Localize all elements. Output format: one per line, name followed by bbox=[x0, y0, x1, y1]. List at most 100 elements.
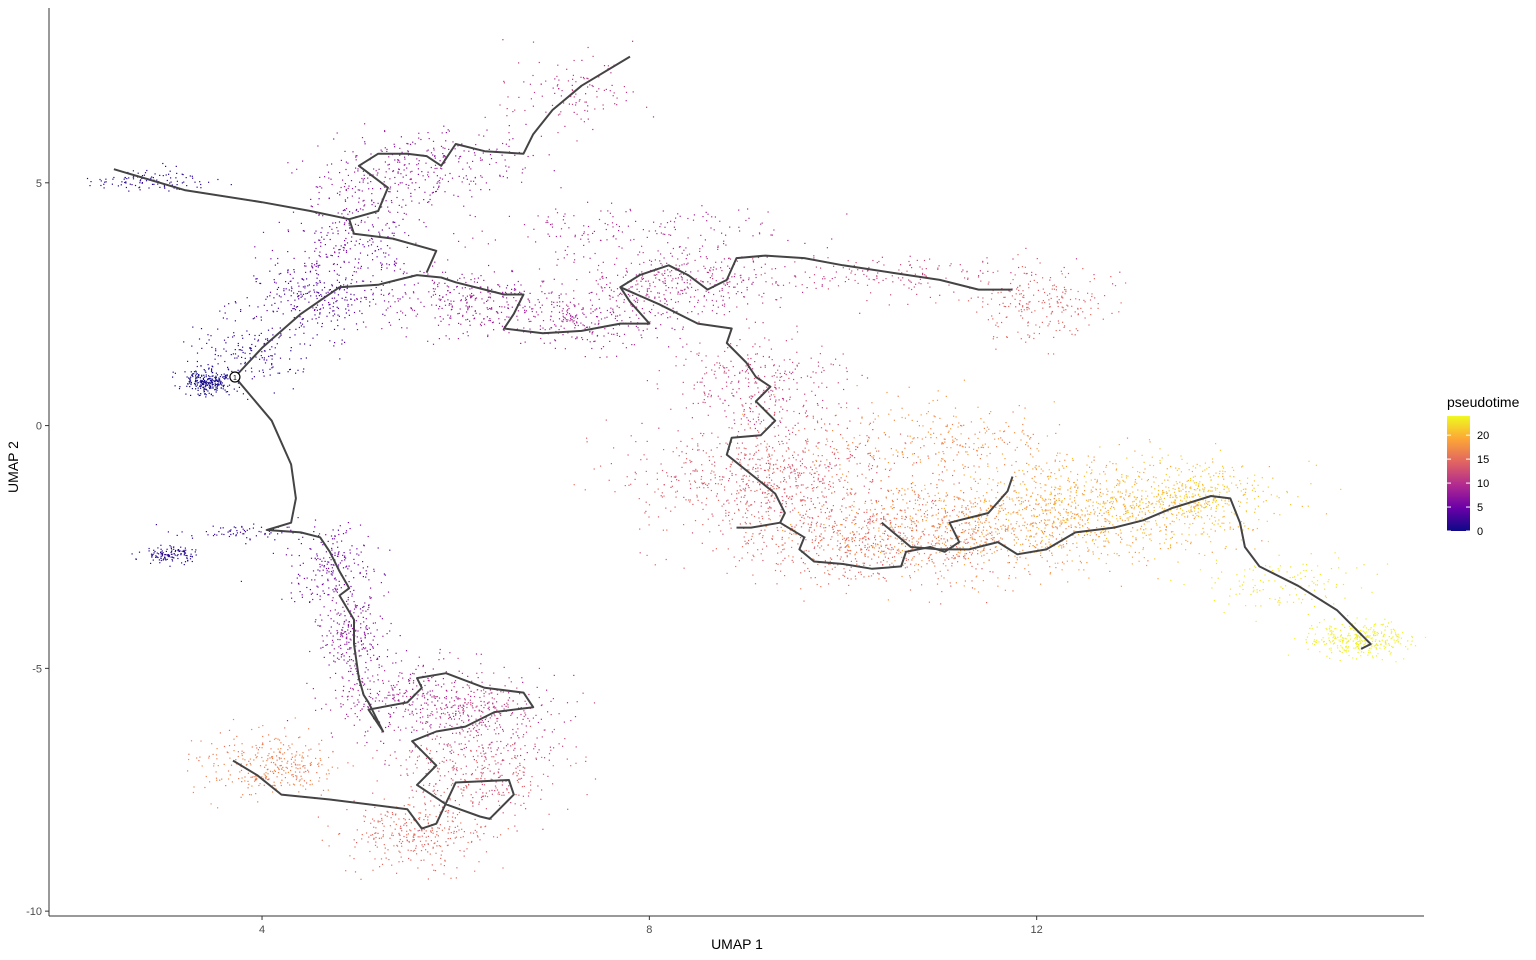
cell-point bbox=[474, 317, 476, 319]
cell-point bbox=[817, 422, 819, 424]
cell-point bbox=[261, 357, 263, 359]
cell-point bbox=[574, 236, 576, 238]
cell-point bbox=[579, 99, 581, 101]
cell-point bbox=[717, 395, 719, 397]
cell-point bbox=[371, 224, 374, 226]
cell-point bbox=[343, 328, 345, 330]
cell-point bbox=[645, 501, 647, 503]
cell-point bbox=[748, 382, 750, 384]
cell-point bbox=[780, 421, 782, 423]
cell-point bbox=[583, 244, 585, 246]
cell-point bbox=[448, 303, 451, 305]
cell-point bbox=[596, 96, 598, 98]
cell-point bbox=[621, 320, 623, 322]
cell-point bbox=[200, 183, 202, 186]
cell-point bbox=[238, 386, 240, 388]
cell-point bbox=[499, 104, 501, 106]
cell-point bbox=[316, 297, 318, 300]
cell-point bbox=[639, 528, 641, 530]
cell-point bbox=[645, 470, 647, 472]
cell-point bbox=[980, 540, 982, 542]
cell-point bbox=[643, 300, 645, 302]
cell-point bbox=[868, 492, 870, 494]
cell-point bbox=[910, 523, 913, 525]
cell-point bbox=[388, 191, 390, 193]
cell-point bbox=[310, 198, 312, 200]
cell-point bbox=[758, 294, 760, 296]
cell-point bbox=[606, 356, 608, 358]
cell-point bbox=[906, 537, 908, 539]
cell-point bbox=[594, 323, 596, 325]
cell-point bbox=[660, 314, 662, 316]
cell-point bbox=[656, 337, 658, 339]
cell-point bbox=[410, 307, 412, 309]
cell-point bbox=[683, 567, 685, 569]
cell-point bbox=[367, 177, 369, 179]
cell-point bbox=[473, 281, 476, 283]
cell-point bbox=[873, 459, 875, 461]
cell-point bbox=[199, 385, 201, 387]
cell-point bbox=[339, 194, 341, 196]
cell-point bbox=[621, 293, 623, 295]
cell-point bbox=[571, 336, 573, 338]
cell-point bbox=[338, 315, 340, 317]
cell-point bbox=[736, 481, 738, 483]
cell-point bbox=[589, 84, 591, 86]
cell-point bbox=[795, 285, 797, 287]
cell-point bbox=[360, 265, 362, 267]
cell-point bbox=[714, 461, 716, 463]
cell-point bbox=[388, 292, 391, 294]
cell-point bbox=[572, 78, 574, 80]
cell-point bbox=[563, 215, 565, 217]
cell-point bbox=[908, 260, 910, 263]
cell-point bbox=[783, 477, 785, 479]
cell-point bbox=[558, 79, 560, 81]
cell-point bbox=[766, 496, 768, 498]
cell-point bbox=[742, 481, 744, 483]
cell-point bbox=[489, 297, 491, 299]
cell-point bbox=[364, 204, 366, 206]
cell-point bbox=[254, 334, 256, 337]
cell-point bbox=[1116, 553, 1118, 555]
cell-point bbox=[922, 272, 924, 274]
cell-point bbox=[724, 410, 726, 412]
cell-point bbox=[123, 178, 125, 180]
cell-point bbox=[562, 315, 564, 317]
cell-point bbox=[1110, 276, 1112, 278]
cell-point bbox=[1037, 548, 1039, 550]
cell-point bbox=[625, 211, 627, 213]
cell-point bbox=[618, 225, 620, 228]
cell-point bbox=[711, 432, 713, 434]
cell-point bbox=[963, 531, 965, 533]
cell-point bbox=[439, 182, 441, 184]
cell-point bbox=[143, 174, 145, 176]
cell-point bbox=[709, 277, 711, 279]
cell-point bbox=[654, 274, 656, 276]
cell-point bbox=[681, 279, 683, 281]
cell-point bbox=[250, 347, 252, 349]
cell-point bbox=[992, 537, 994, 539]
cell-point bbox=[384, 161, 386, 163]
cell-point bbox=[717, 355, 719, 357]
cell-point bbox=[573, 253, 575, 255]
cell-point bbox=[607, 210, 609, 212]
cell-point bbox=[646, 554, 648, 556]
cell-point bbox=[1082, 268, 1084, 270]
cell-point bbox=[351, 188, 354, 190]
cell-point bbox=[848, 550, 850, 552]
cell-point bbox=[428, 176, 430, 178]
cell-point bbox=[654, 564, 656, 566]
cell-point bbox=[330, 320, 332, 322]
cell-point bbox=[305, 271, 307, 273]
cell-point bbox=[168, 190, 170, 192]
cell-point bbox=[702, 508, 704, 510]
cell-point bbox=[402, 273, 404, 275]
cell-point bbox=[834, 457, 837, 459]
cell-point bbox=[308, 301, 310, 303]
cell-point bbox=[799, 474, 801, 476]
cell-point bbox=[929, 286, 931, 288]
cell-point bbox=[811, 487, 813, 490]
cell-point bbox=[788, 448, 790, 450]
cell-point bbox=[582, 76, 585, 79]
cell-point bbox=[205, 394, 207, 396]
